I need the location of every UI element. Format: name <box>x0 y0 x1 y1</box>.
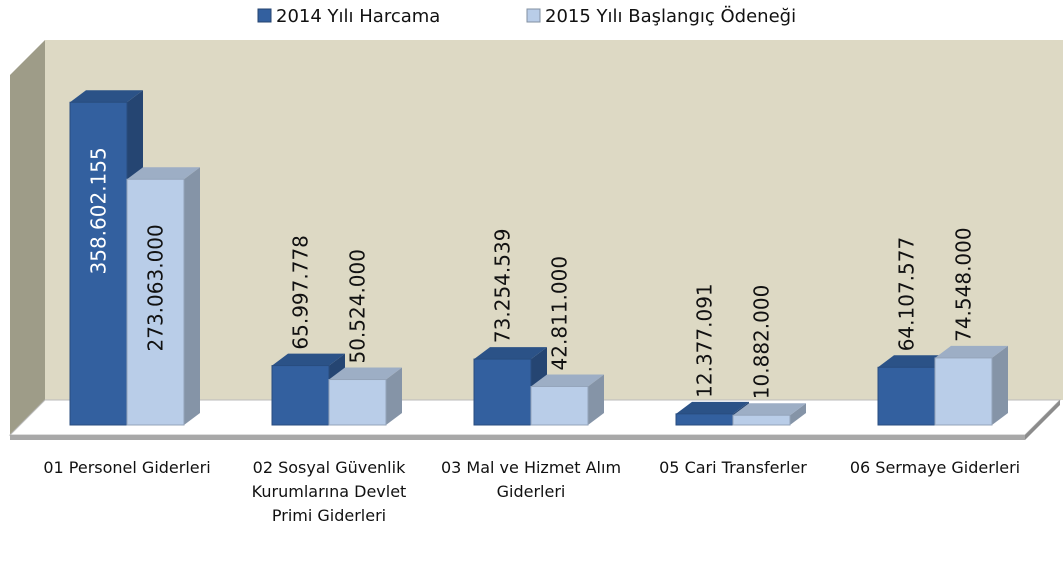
bar-3d <box>732 403 806 426</box>
value-label: 64.107.577 <box>895 237 919 352</box>
legend-label: 2015 Yılı Başlangıç Ödeneği <box>545 5 796 27</box>
value-label: 273.063.000 <box>144 224 168 351</box>
value-label: 12.377.091 <box>693 283 717 398</box>
bar <box>473 358 532 426</box>
value-label: 358.602.155 <box>87 147 111 274</box>
value-label: 74.548.000 <box>952 227 976 342</box>
bar-3d <box>934 345 1008 426</box>
legend-label: 2014 Yılı Harcama <box>276 6 440 27</box>
x-tick-label: 03 Mal ve Hizmet Alım Giderleri <box>440 458 622 501</box>
bar-3d <box>328 367 402 426</box>
x-tick-label: 06 Sermaye Giderleri <box>849 458 1021 477</box>
x-tick-label: 05 Cari Transferler <box>659 458 807 477</box>
bar-top <box>474 347 547 360</box>
bar-top <box>127 167 200 180</box>
bar-side <box>992 345 1008 425</box>
bar <box>328 379 387 426</box>
bar <box>69 101 128 426</box>
value-label: 42.811.000 <box>548 256 572 371</box>
bar-side <box>790 403 806 425</box>
bar-top <box>531 374 604 387</box>
bar-top <box>329 367 402 380</box>
side-wall <box>10 40 45 435</box>
floor-edge <box>10 435 1025 440</box>
bar-top <box>70 90 143 103</box>
floor-edge <box>1025 400 1060 440</box>
value-label: 50.524.000 <box>346 249 370 364</box>
value-label: 65.997.778 <box>289 235 313 350</box>
value-label: 10.882.000 <box>750 285 774 400</box>
bar <box>934 357 993 426</box>
bar <box>675 413 734 426</box>
x-tick-label: 01 Personel Giderleri <box>43 458 211 477</box>
bar <box>271 365 330 426</box>
bar-top <box>272 353 345 366</box>
legend-swatch <box>526 8 541 23</box>
bar-side <box>386 367 402 425</box>
bar <box>732 414 791 426</box>
bar-side <box>588 374 604 425</box>
legend-swatch <box>257 8 272 23</box>
value-label: 73.254.539 <box>491 229 515 344</box>
bar-3d <box>126 167 200 426</box>
x-tick-label: 02 Sosyal Güvenlik Kurumlarına Devlet Pr… <box>251 458 407 525</box>
bar-top <box>935 345 1008 358</box>
back-wall <box>45 40 1063 400</box>
bar-top <box>676 401 749 414</box>
bar <box>530 385 589 426</box>
bar <box>126 178 185 426</box>
bar-top <box>878 355 951 368</box>
bar <box>877 366 936 426</box>
bar-top <box>733 403 806 416</box>
bar-3d <box>530 374 604 426</box>
bar-side <box>184 167 200 426</box>
